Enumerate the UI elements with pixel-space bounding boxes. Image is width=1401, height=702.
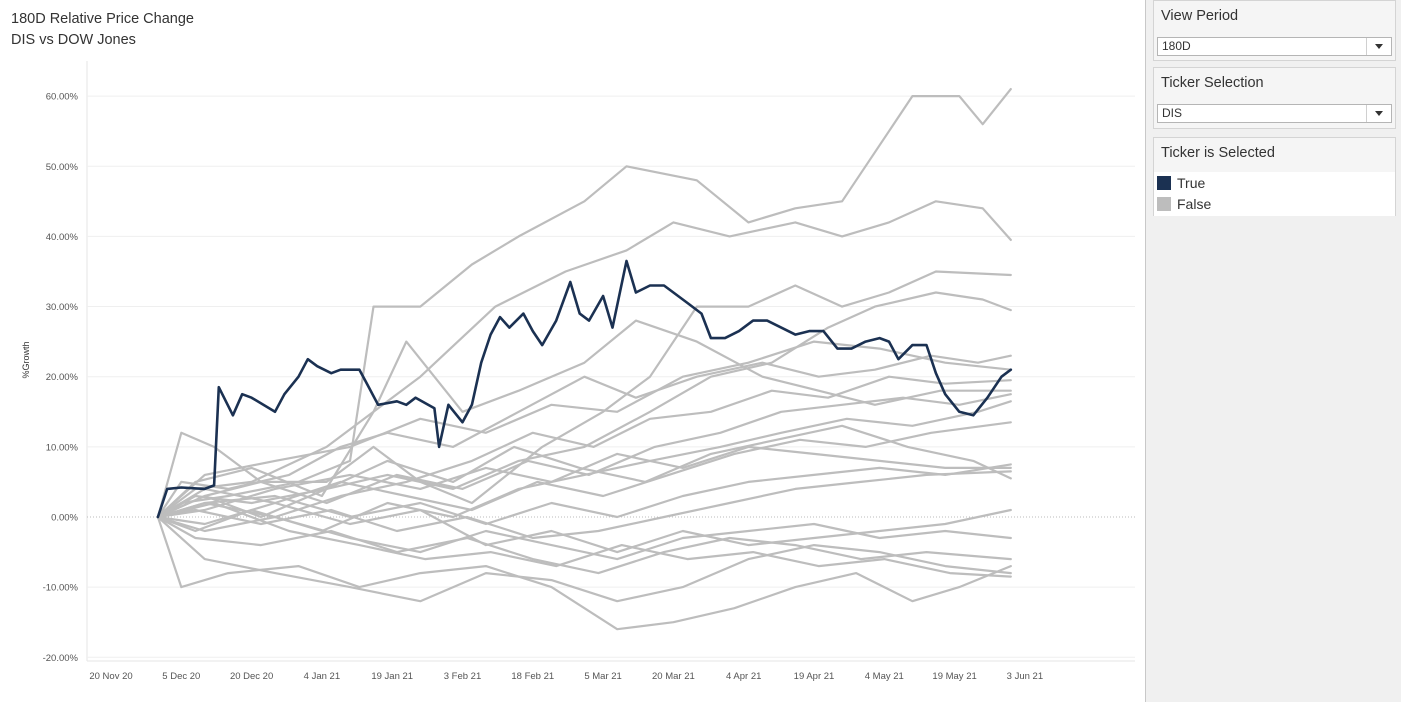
series-line-other[interactable] <box>156 270 1012 519</box>
chart-title: 180D Relative Price Change <box>11 11 194 27</box>
x-tick-label: 4 May 21 <box>865 671 904 682</box>
y-tick-label: 0.00% <box>51 513 78 524</box>
y-tick-label: 20.00% <box>46 372 79 383</box>
y-tick-label: 40.00% <box>46 232 79 243</box>
legend-label-false: False <box>1177 196 1212 212</box>
y-tick-label: 10.00% <box>46 442 79 453</box>
x-tick-label: 3 Feb 21 <box>444 671 482 682</box>
series-line-other[interactable] <box>156 515 1012 603</box>
chevron-down-icon[interactable] <box>1366 105 1391 122</box>
chart-title-block: 180D Relative Price Change DIS vs DOW Jo… <box>11 9 194 51</box>
x-tick-label: 5 Dec 20 <box>162 671 200 682</box>
filter-panel: View Period 180D Ticker Selection DIS Ti… <box>1145 0 1401 702</box>
series-line-other[interactable] <box>156 501 1012 578</box>
x-tick-label: 19 Apr 21 <box>794 671 835 682</box>
series-line-other[interactable] <box>156 354 1012 519</box>
series-line-other[interactable] <box>156 319 1012 519</box>
view-period-card: View Period 180D <box>1153 0 1396 61</box>
series-lines <box>156 88 1013 631</box>
ticker-selection-dropdown[interactable]: DIS <box>1157 104 1392 123</box>
legend-item-true[interactable]: True <box>1157 174 1205 192</box>
view-period-dropdown[interactable]: 180D <box>1157 37 1392 56</box>
legend-label-true: True <box>1177 175 1206 191</box>
x-tick-label: 20 Nov 20 <box>89 671 132 682</box>
y-tick-label: 50.00% <box>46 162 79 173</box>
x-tick-label: 20 Dec 20 <box>230 671 273 682</box>
series-line-other[interactable] <box>156 515 1012 561</box>
series-line-selected[interactable] <box>156 259 1013 519</box>
chart-subtitle: DIS vs DOW Jones <box>11 32 136 48</box>
x-tick-label: 19 May 21 <box>932 671 976 682</box>
x-tick-label: 4 Jan 21 <box>304 671 340 682</box>
x-tick-label: 5 Mar 21 <box>584 671 622 682</box>
y-tick-label: -10.00% <box>43 583 79 594</box>
series-line-other[interactable] <box>156 200 1012 519</box>
x-tick-label: 4 Apr 21 <box>726 671 761 682</box>
ticker-selection-title: Ticker Selection <box>1161 75 1264 91</box>
series-line-other[interactable] <box>156 340 1012 519</box>
x-tick-label: 3 Jun 21 <box>1007 671 1043 682</box>
legend-swatch-false <box>1157 197 1171 211</box>
series-line-other[interactable] <box>156 463 1012 526</box>
x-tick-labels: 20 Nov 20 5 Dec 20 20 Dec 20 4 Jan 21 19 Jan… <box>89 671 1043 682</box>
x-tick-label: 20 Mar 21 <box>652 671 695 682</box>
y-axis-label: %Growth <box>21 341 31 378</box>
line-chart: 60.00% 50.00% 40.00% 30.00% 20.00% 10.00% 0.00… <box>21 61 1135 682</box>
ticker-selection-card: Ticker Selection DIS <box>1153 67 1396 129</box>
view-period-title: View Period <box>1161 8 1239 24</box>
x-tick-label: 19 Jan 21 <box>371 671 413 682</box>
view-period-value: 180D <box>1162 39 1191 53</box>
x-tick-label: 18 Feb 21 <box>511 671 554 682</box>
y-tick-labels: 60.00% 50.00% 40.00% 30.00% 20.00% 10.00% 0.00… <box>43 92 79 664</box>
series-line-other[interactable] <box>156 515 1012 631</box>
legend-item-false[interactable]: False <box>1157 195 1211 213</box>
legend-title: Ticker is Selected <box>1161 145 1275 161</box>
legend-items: True False <box>1154 172 1395 216</box>
series-line-other[interactable] <box>156 424 1012 519</box>
series-line-other[interactable] <box>156 515 1012 575</box>
ticker-selection-value: DIS <box>1162 106 1183 120</box>
legend-card: Ticker is Selected True False <box>1153 137 1396 216</box>
series-line-other[interactable] <box>156 291 1012 519</box>
legend-swatch-true <box>1157 176 1171 190</box>
y-tick-label: -20.00% <box>43 653 79 664</box>
y-tick-label: 60.00% <box>46 92 79 103</box>
y-tick-label: 30.00% <box>46 302 79 313</box>
chevron-down-icon[interactable] <box>1366 38 1391 55</box>
series-line-other[interactable] <box>156 88 1012 519</box>
